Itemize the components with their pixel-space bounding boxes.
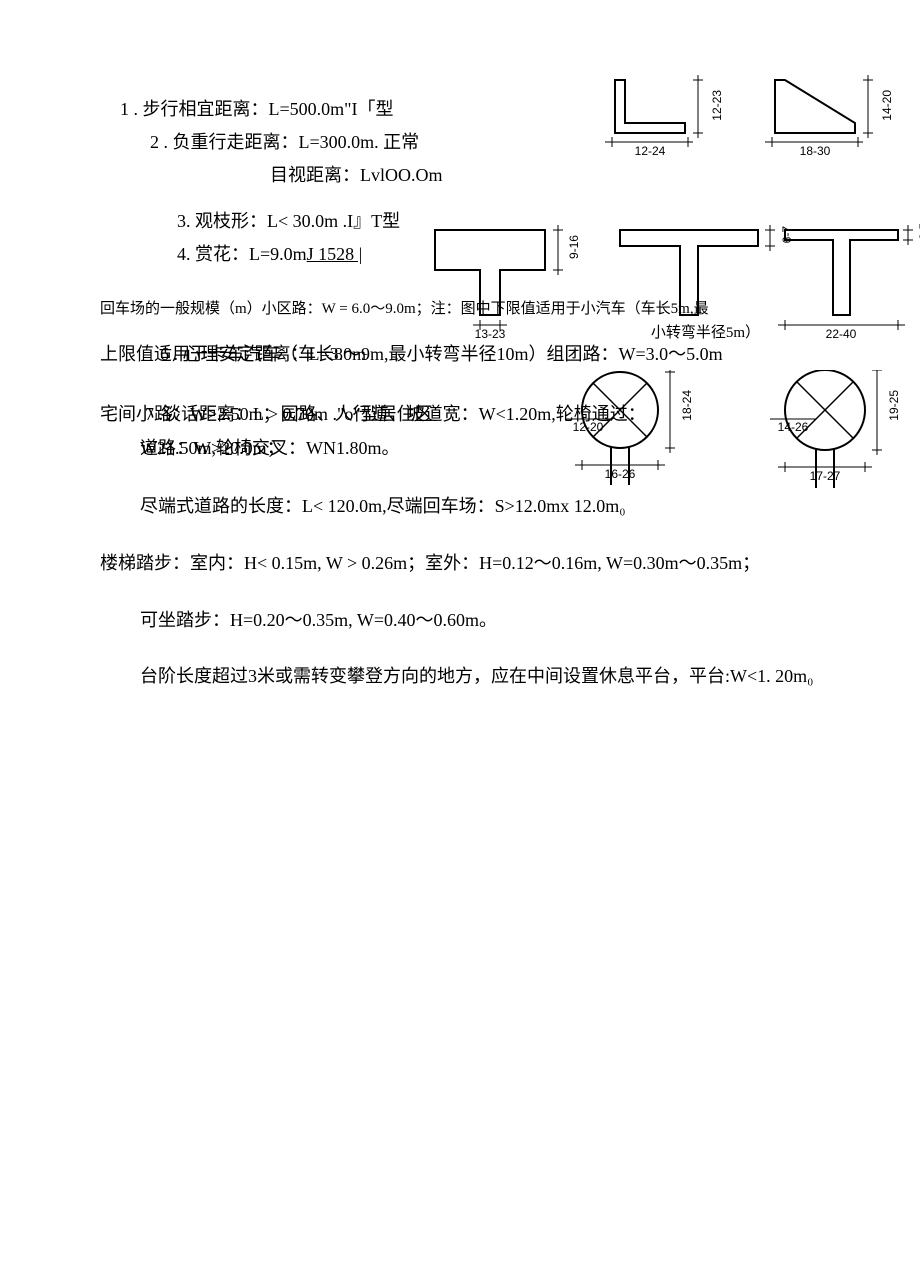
overlap-1b: 6 . 心理安定距离：L=3.0m <box>160 340 366 369</box>
line-3: 目视距离：LvlOO.Om <box>270 161 820 190</box>
line-5: 4. 赏花：L=9.0mJ 1528 | <box>177 240 820 269</box>
overlap-3b: W21.50m,轮椅交叉：WN1.80m。 <box>140 434 399 463</box>
overlap-block: 上限值适用于卡车汽车（车长8〜9m,最小转弯半径10m）组团路：W=3.0〜5.… <box>100 340 820 691</box>
tri-shape-h-label: 14-20 <box>878 90 897 121</box>
overlap-row-2: 7 .谈话距离：L > 0.70m ."o"型居住区 宅间小路：W>2.50m；… <box>100 400 820 430</box>
line-4: 3. 观枝形：L< 30.0m .I』T型 <box>177 207 820 236</box>
svg-text:22-40: 22-40 <box>826 327 857 340</box>
para-3: 可坐踏步：H=0.20〜0.35m, W=0.40〜0.60m。 <box>140 606 820 635</box>
note-line-1: 回车场的一般规模（m）小区路：W = 6.0〜9.0m；注：图中下限值适用于小汽… <box>100 297 820 321</box>
note-block: 回车场的一般规模（m）小区路：W = 6.0〜9.0m；注：图中下限值适用于小汽… <box>100 297 820 345</box>
para-1: 尽端式道路的长度：L< 120.0m,尽端回车场：S>12.0mx 12.0m₀ <box>140 492 820 521</box>
c2-h-label: 19-25 <box>885 390 904 421</box>
t3-h-label: 3.5 <box>915 223 920 240</box>
para-4: 台阶长度超过3米或需转变攀登方向的地方，应在中间设置休息平台，平台:W<1. 2… <box>140 662 820 691</box>
line-5a: 4. 赏花：L=9.0m <box>177 244 307 264</box>
main-text-content: 1 . 步行相宜距离：L=500.0m"I「型 2 . 负重行走距离：L=300… <box>100 95 820 345</box>
line-1: 1 . 步行相宜距离：L=500.0m"I「型 <box>120 95 820 124</box>
overlap-2b: 宅间小路：W>2.50m；园路、人行道、坡道宽：W<1.20m,轮椅通过： <box>100 400 646 429</box>
overlap-row-3: 道路：W>20.0m； W21.50m,轮椅交叉：WN1.80m。 <box>100 434 820 464</box>
overlap-row-1: 上限值适用于卡车汽车（车长8〜9m,最小转弯半径10m）组团路：W=3.0〜5.… <box>100 340 820 370</box>
para-2: 楼梯踏步：室内：H< 0.15m, W > 0.26m；室外：H=0.12〜0.… <box>100 549 820 578</box>
line-5b: J 1528 | <box>307 244 363 264</box>
line-2: 2 . 负重行走距离：L=300.0m. 正常 <box>150 128 820 157</box>
